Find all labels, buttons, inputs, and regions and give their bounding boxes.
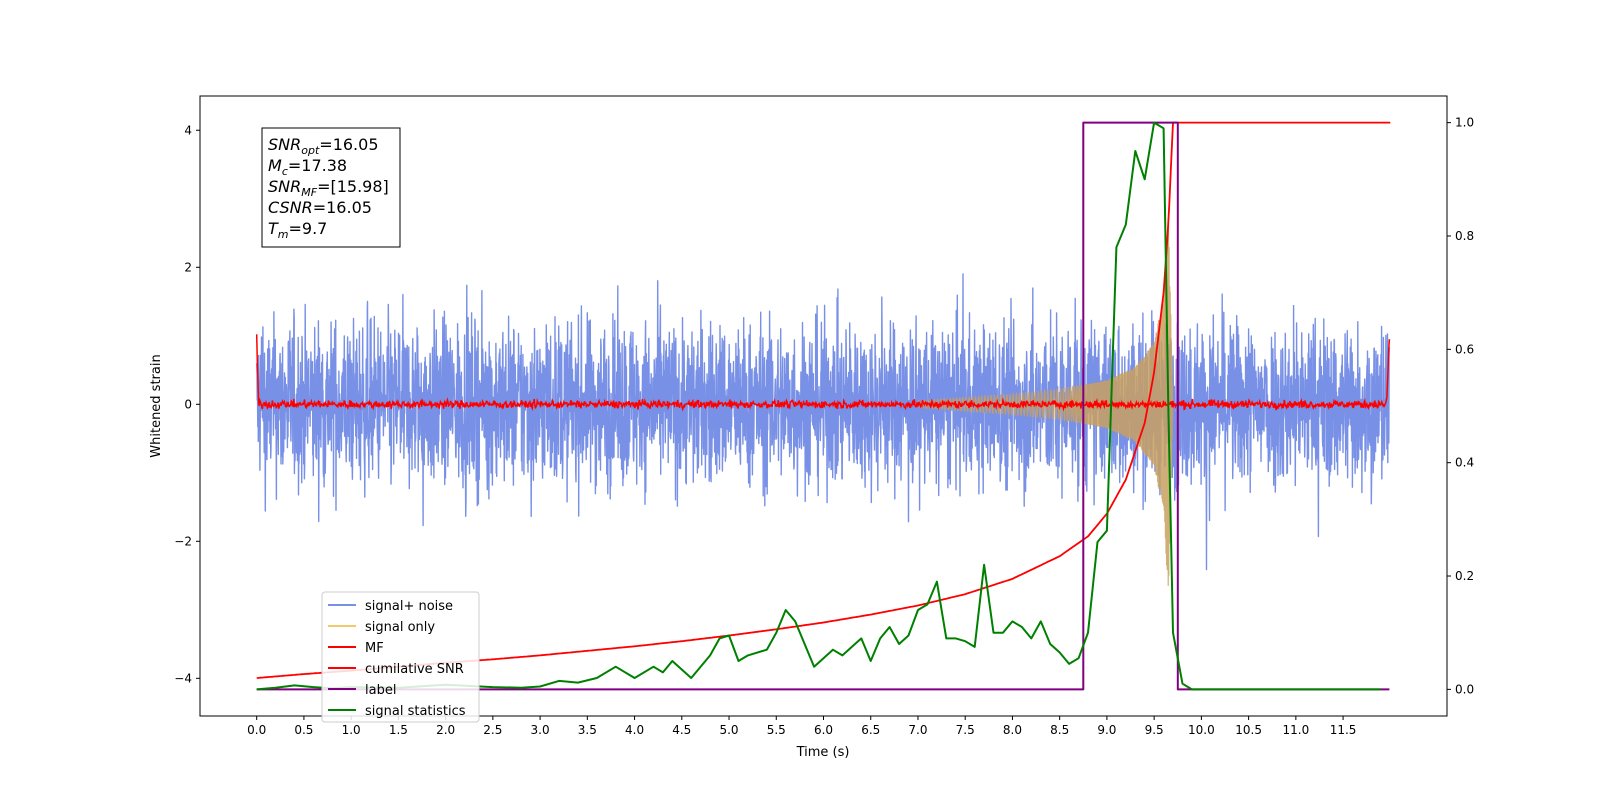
x-tick-label: 7.5 <box>956 723 975 737</box>
x-tick-label: 0.0 <box>247 723 266 737</box>
legend-label: signal only <box>365 620 435 635</box>
x-tick-label: 4.0 <box>625 723 644 737</box>
x-tick-label: 2.5 <box>483 723 502 737</box>
x-tick-label: 3.5 <box>578 723 597 737</box>
y-right-tick-label: 1.0 <box>1455 116 1474 130</box>
y-left-tick-label: −4 <box>174 671 192 685</box>
annotation-box: SNRopt=16.05Mc=17.38SNRMF=[15.98]CSNR=16… <box>261 127 401 248</box>
y-right-tick-label: 0.8 <box>1455 229 1474 243</box>
y-right-tick-label: 0.4 <box>1455 456 1474 470</box>
x-tick-label: 8.5 <box>1050 723 1069 737</box>
annotation-line: SNRMF=[15.98] <box>268 177 389 199</box>
x-tick-label: 11.0 <box>1282 723 1309 737</box>
x-tick-label: 1.5 <box>389 723 408 737</box>
x-axis-label: Time (s) <box>796 745 850 760</box>
x-tick-label: 3.0 <box>531 723 550 737</box>
y-left-tick-label: 0 <box>184 397 192 411</box>
y-axis-label: Whitened strain <box>149 354 164 457</box>
legend-label: MF <box>365 641 384 656</box>
y-axis-left: −4 −2 0 2 4 <box>174 123 200 685</box>
legend: signal+ noise signal only MF cumilative SNR… <box>321 591 480 723</box>
x-tick-label: 5.5 <box>767 723 786 737</box>
x-tick-label: 4.5 <box>672 723 691 737</box>
x-tick-label: 5.0 <box>719 723 738 737</box>
annotation-line: Mc=17.38 <box>268 156 347 178</box>
x-tick-label: 1.0 <box>342 723 361 737</box>
x-tick-label: 10.5 <box>1235 723 1262 737</box>
annotation-frame <box>261 127 401 248</box>
x-tick-label: 9.0 <box>1097 723 1116 737</box>
series-signal-statistics <box>256 121 1381 691</box>
y-left-tick-label: 4 <box>184 123 192 137</box>
y-right-tick-label: 0.2 <box>1455 569 1474 583</box>
x-tick-label: 10.0 <box>1188 723 1215 737</box>
annotation-line: SNRopt=16.05 <box>268 135 379 157</box>
x-tick-label: 6.5 <box>861 723 880 737</box>
annotation-line: CSNR=16.05 <box>268 198 372 217</box>
annotation-line: Tm=9.7 <box>268 219 327 241</box>
x-tick-label: 6.0 <box>814 723 833 737</box>
x-tick-label: 7.0 <box>908 723 927 737</box>
y-axis-right: 0.0 0.2 0.4 0.6 0.8 1.0 <box>1447 116 1474 696</box>
legend-label: cumilative SNR <box>365 662 464 677</box>
x-tick-label: 8.0 <box>1003 723 1022 737</box>
y-right-tick-label: 0.0 <box>1455 682 1474 696</box>
x-tick-label: 0.5 <box>294 723 313 737</box>
x-tick-label: 2.0 <box>436 723 455 737</box>
legend-label: label <box>365 683 396 698</box>
legend-label: signal statistics <box>365 704 466 719</box>
series-signal-noise <box>256 273 1391 571</box>
y-right-tick-label: 0.6 <box>1455 342 1474 356</box>
legend-frame <box>321 591 480 723</box>
y-left-tick-label: 2 <box>184 260 192 274</box>
series-mf <box>255 334 1391 412</box>
x-tick-label: 9.5 <box>1145 723 1164 737</box>
x-tick-label: 11.5 <box>1330 723 1357 737</box>
y-left-tick-label: −2 <box>174 534 192 548</box>
x-axis: 0.0 0.5 1.0 1.5 2.0 2.5 3.0 3.5 4.0 4.5 5.0 5.5 6.0 6… <box>247 716 1356 737</box>
legend-label: signal+ noise <box>365 599 453 614</box>
